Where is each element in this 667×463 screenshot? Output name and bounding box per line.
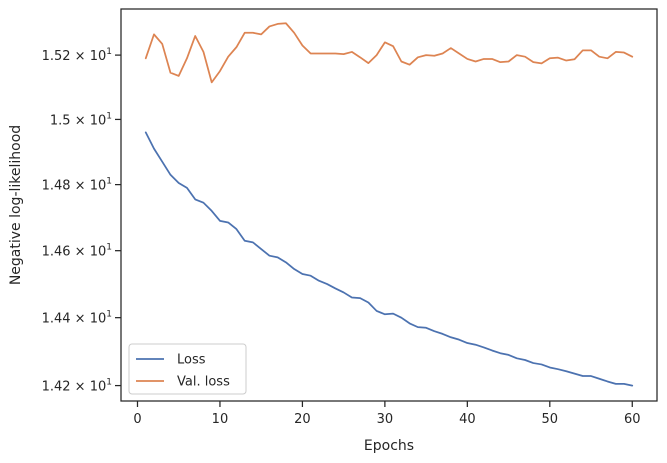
x-tick-label: 10 [212,412,229,427]
x-tick-label: 0 [133,412,141,427]
plot-area [120,8,658,402]
x-tick-label: 30 [377,412,394,427]
y-tick-label: 1.48 × 101 [42,177,112,194]
x-axis-label: Epochs [364,438,414,454]
legend-label-val-loss: Val. loss [177,375,230,390]
legend: Loss Val. loss [128,343,247,395]
y-tick-label: 1.52 × 101 [42,47,112,64]
y-axis-label: Negative log-likelihood [8,125,24,285]
y-tick-label: 1.5 × 101 [50,111,112,128]
x-tick-label: 60 [624,412,641,427]
series-line-loss [144,131,634,387]
x-tick-label: 40 [459,412,476,427]
series-line-val-loss [144,22,634,84]
y-axis-ticks: 1.42 × 101 1.44 × 101 1.46 × 101 1.48 × 101… [42,47,121,395]
x-axis-ticks: 0 10 20 30 40 50 60 [133,401,641,427]
y-tick-label: 1.42 × 101 [42,378,112,395]
series-lines [144,22,634,387]
x-tick-label: 50 [542,412,559,427]
x-tick-label: 20 [294,412,311,427]
y-tick-label: 1.44 × 101 [42,310,112,327]
y-tick-label: 1.46 × 101 [42,243,112,260]
legend-label-loss: Loss [177,353,206,368]
